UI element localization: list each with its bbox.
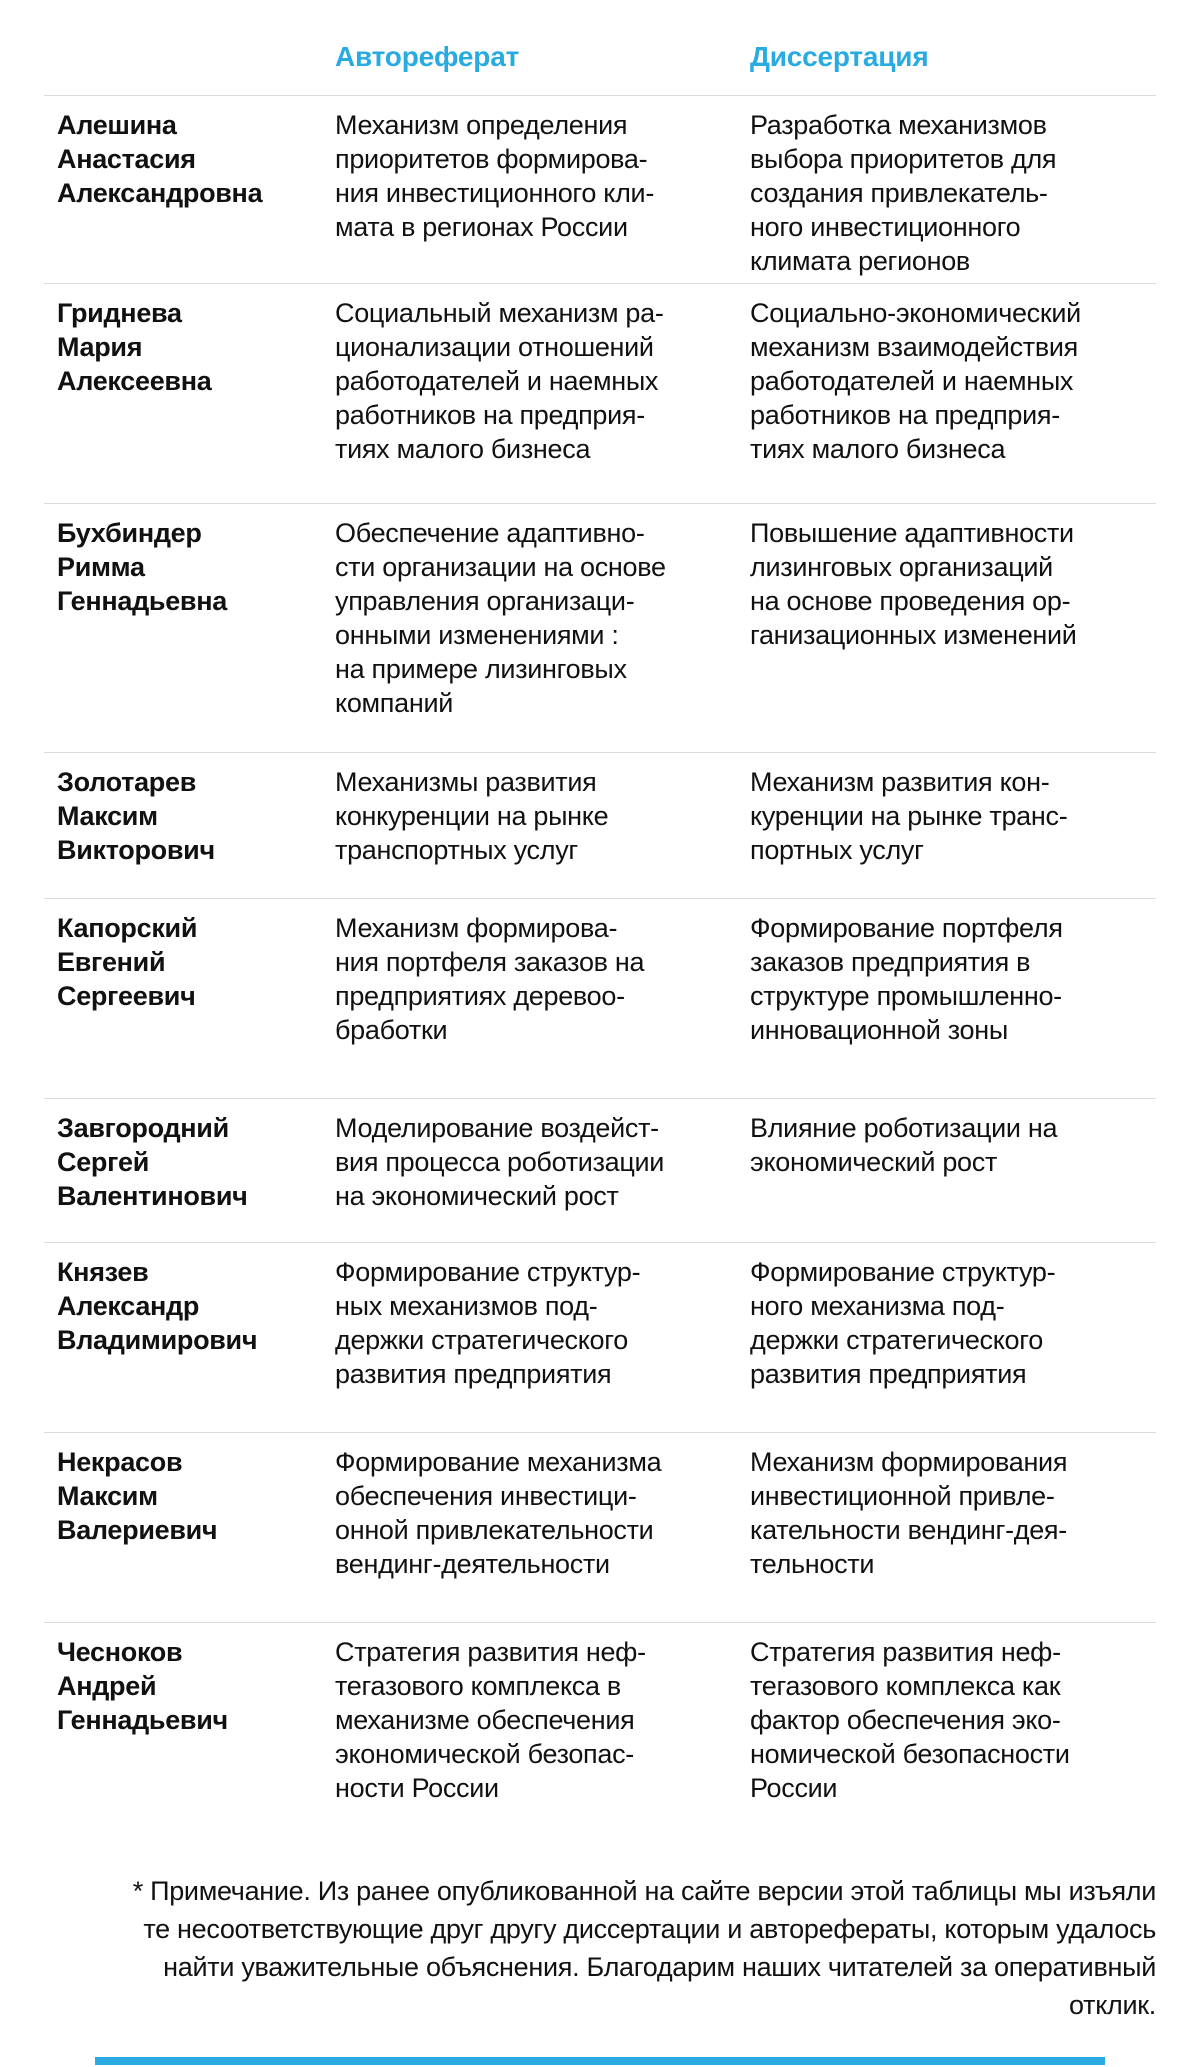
person-name: Чесноков Андрей Геннадьевич bbox=[57, 1637, 228, 1735]
person-name: Завгородний Сергей Валентинович bbox=[57, 1113, 248, 1211]
table-row: Чесноков Андрей Геннадьевич Стратегия ра… bbox=[44, 1622, 1156, 1852]
table-row: Завгородний Сергей Валентинович Моделиро… bbox=[44, 1098, 1156, 1242]
abstract-title: Механизм определения приоритетов формиро… bbox=[335, 110, 655, 242]
dissertation-title: Механизм формирования инвестиционной при… bbox=[750, 1447, 1068, 1579]
abstract-title: Механизмы развития конкуренции на рынке … bbox=[335, 767, 609, 865]
table-row: Капорский Евгений Сергеевич Механизм фор… bbox=[44, 898, 1156, 1098]
comparison-table: Автореферат Диссертация Алешина Анастаси… bbox=[44, 0, 1156, 1852]
abstract-title: Формирование механизма обеспечения инвес… bbox=[335, 1447, 662, 1579]
table-row: Бухбиндер Римма Геннадьевна Обеспечение … bbox=[44, 503, 1156, 752]
table-row: Князев Александр Владимирович Формирован… bbox=[44, 1242, 1156, 1432]
table-row: Некрасов Максим Валериевич Формирование … bbox=[44, 1432, 1156, 1622]
person-name: Алешина Анастасия Александровна bbox=[57, 110, 263, 208]
dissertation-title: Разработка механизмов выбора приоритетов… bbox=[750, 110, 1057, 276]
dissertation-title: Влияние роботизации на экономический рос… bbox=[750, 1113, 1058, 1177]
dissertation-title: Повышение адаптивности лизинговых органи… bbox=[750, 518, 1077, 650]
person-name: Гриднева Мария Алексеевна bbox=[57, 298, 212, 396]
column-header-dissertation: Диссертация bbox=[750, 41, 929, 72]
footnote: * Примечание. Из ранее опубликованной на… bbox=[132, 1876, 1157, 2020]
table-row: Алешина Анастасия Александровна Механизм… bbox=[44, 95, 1156, 283]
dissertation-title: Социально-экономический механизм взаимод… bbox=[750, 298, 1081, 464]
dissertation-title: Формирование структур- ного механизма по… bbox=[750, 1257, 1056, 1389]
abstract-title: Механизм формирова- ния портфеля заказов… bbox=[335, 913, 645, 1045]
abstract-title: Обеспечение адаптивно- сти организации н… bbox=[335, 518, 666, 718]
person-name: Капорский Евгений Сергеевич bbox=[57, 913, 198, 1011]
abstract-title: Формирование структур- ных механизмов по… bbox=[335, 1257, 641, 1389]
table-header-row: Автореферат Диссертация bbox=[44, 0, 1156, 95]
table-row: Золотарев Максим Викторович Механизмы ра… bbox=[44, 752, 1156, 898]
abstract-title: Социальный механизм ра- ционализации отн… bbox=[335, 298, 664, 464]
dissertation-title: Формирование портфеля заказов предприяти… bbox=[750, 913, 1063, 1045]
dissertation-title: Механизм развития кон- куренции на рынке… bbox=[750, 767, 1068, 865]
column-header-abstract: Автореферат bbox=[335, 41, 520, 72]
person-name: Бухбиндер Римма Геннадьевна bbox=[57, 518, 227, 616]
dissertation-title: Стратегия развития неф- тегазового компл… bbox=[750, 1637, 1070, 1803]
person-name: Некрасов Максим Валериевич bbox=[57, 1447, 218, 1545]
abstract-title: Моделирование воздейст- вия процесса роб… bbox=[335, 1113, 665, 1211]
footer-accent-bar bbox=[95, 2057, 1105, 2065]
column-header-name-empty bbox=[44, 42, 335, 95]
person-name: Золотарев Максим Викторович bbox=[57, 767, 215, 865]
table-row: Гриднева Мария Алексеевна Социальный мех… bbox=[44, 283, 1156, 503]
person-name: Князев Александр Владимирович bbox=[57, 1257, 258, 1355]
abstract-title: Стратегия развития неф- тегазового компл… bbox=[335, 1637, 646, 1803]
